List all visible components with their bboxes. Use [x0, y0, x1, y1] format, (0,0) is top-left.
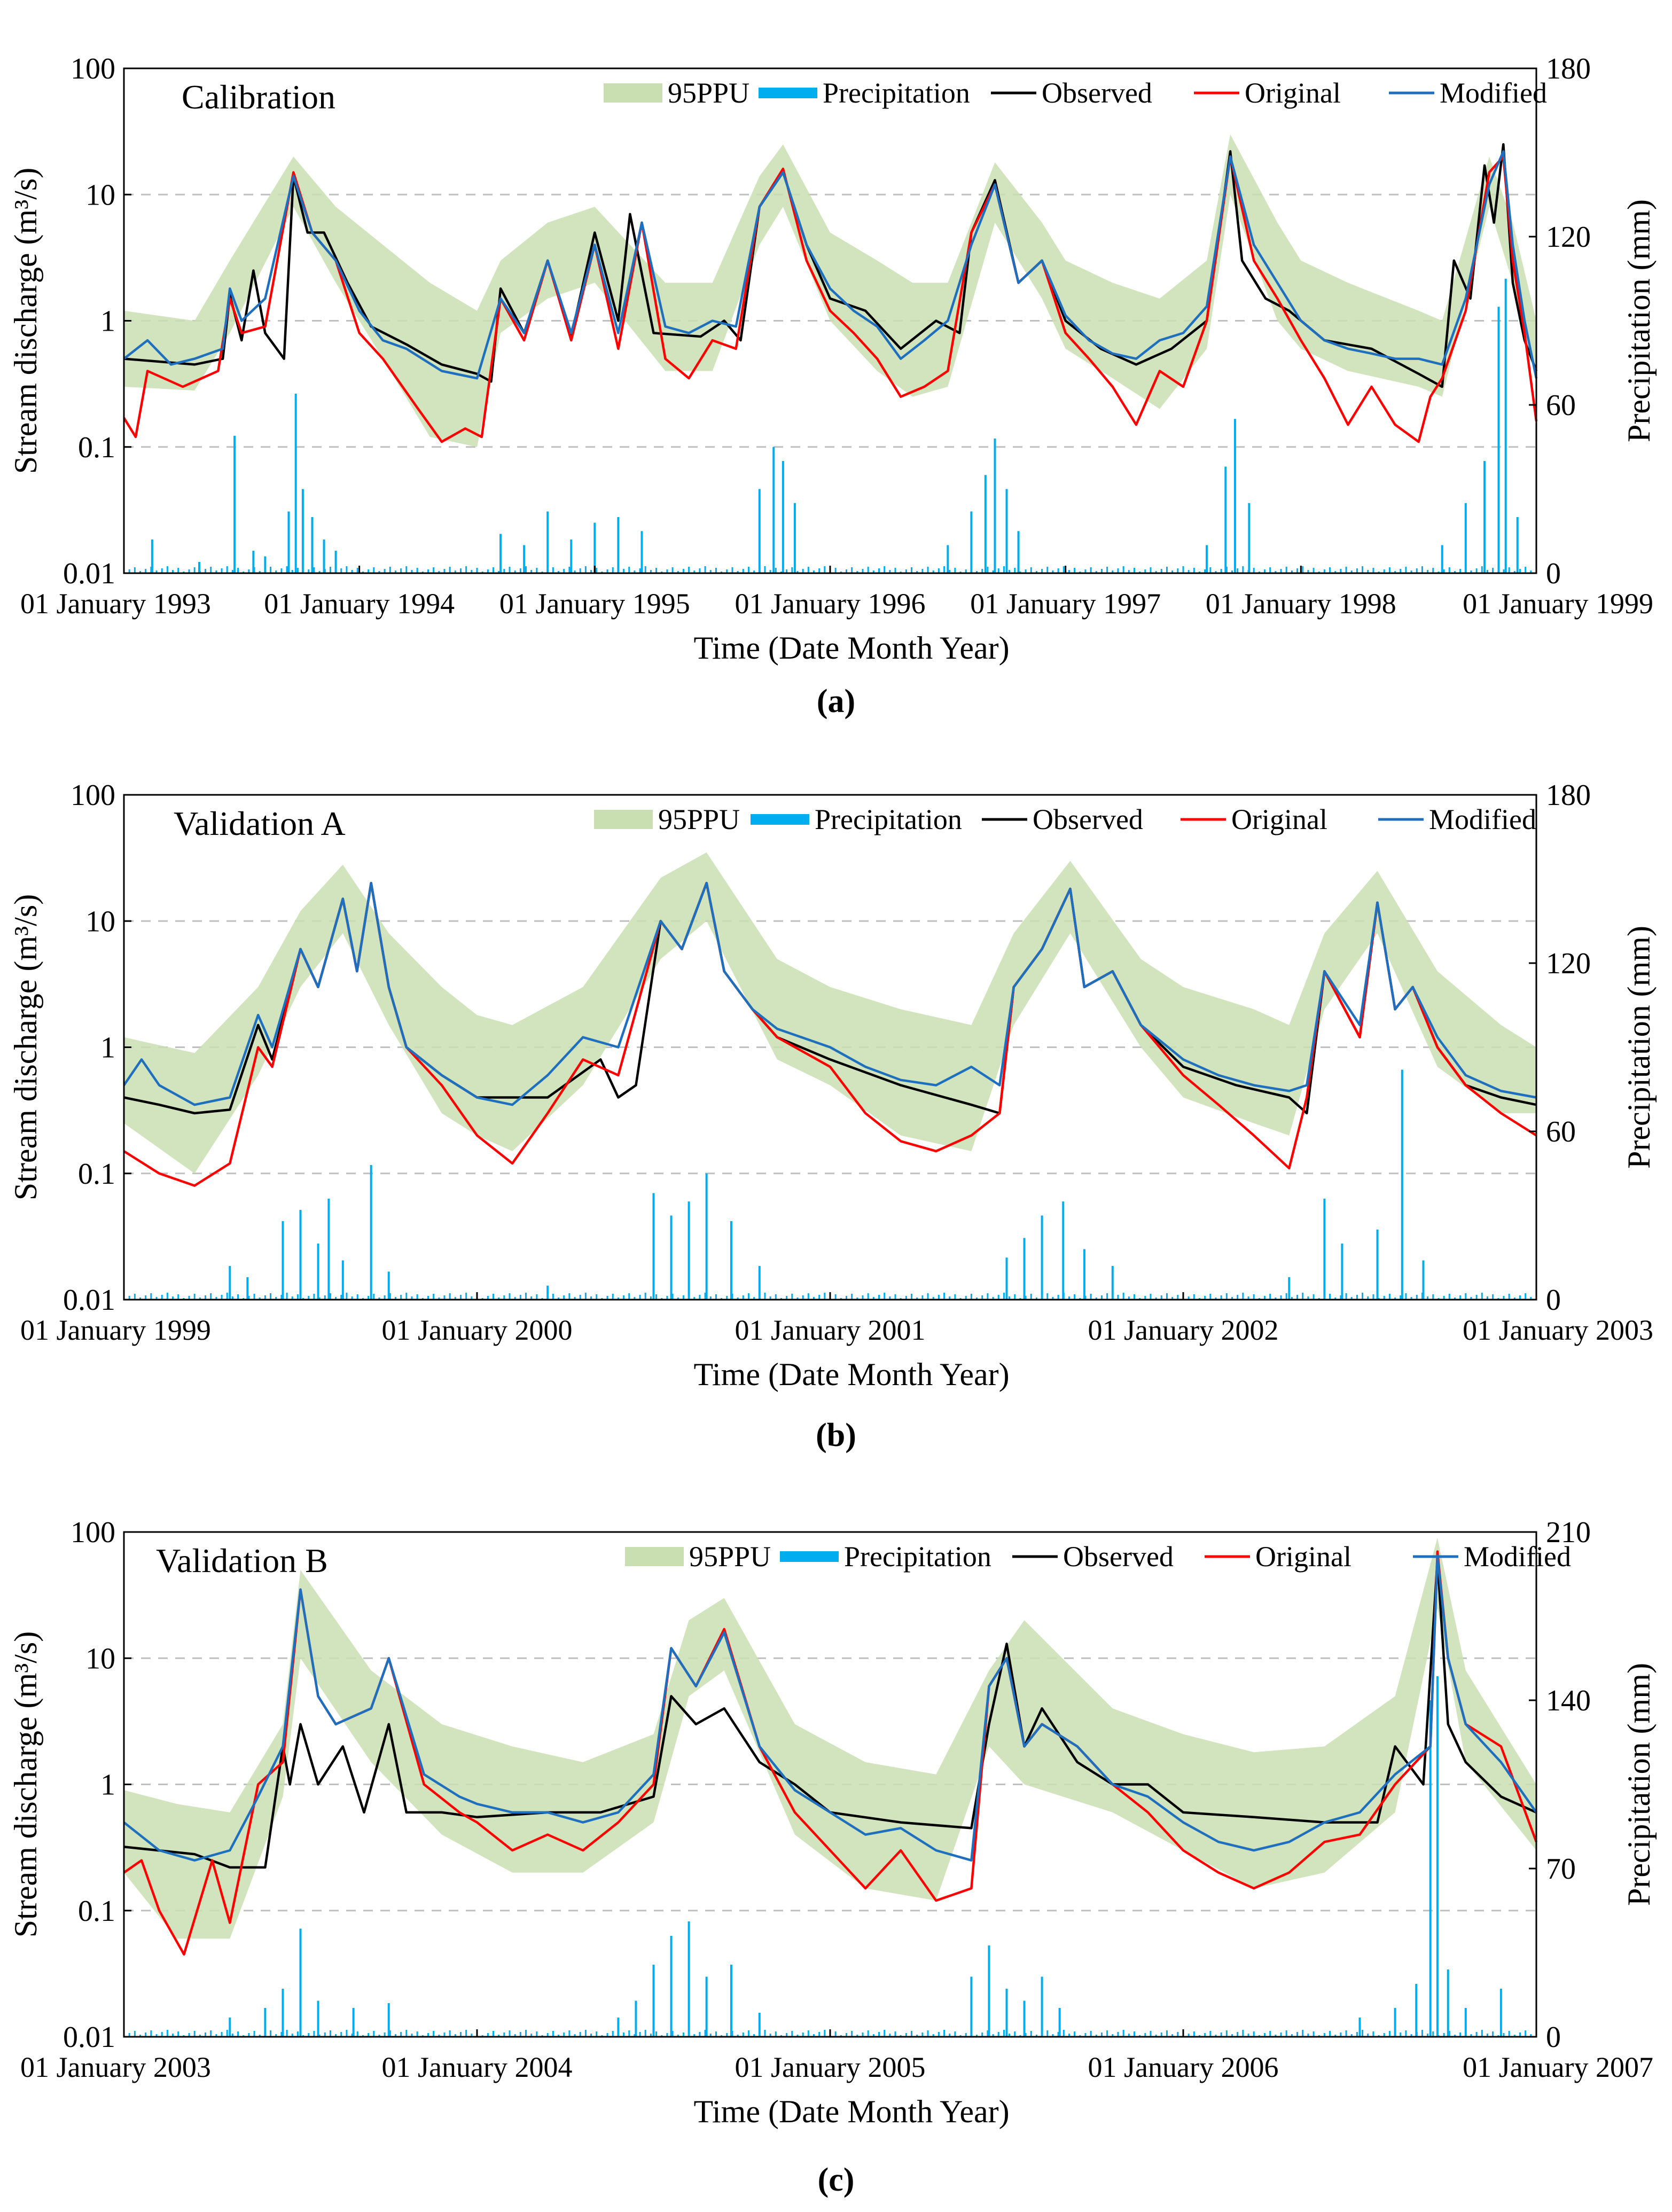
- x-tick-label: 01 January 2003: [20, 2051, 211, 2083]
- x-tick-label: 01 January 2002: [1088, 1314, 1279, 1346]
- y-tick-label-left: 1: [100, 1769, 115, 1802]
- legend-swatch-ppu: [594, 810, 653, 829]
- legend-label-observed: Observed: [1063, 1541, 1174, 1573]
- chart-panel-2: 0.01 0.1 1 10 100 0 60 120 180 01 January 1999 01 …: [8, 779, 1657, 1392]
- y-tick-label-right: 60: [1546, 1115, 1576, 1148]
- series-modified: [123, 1554, 1537, 1862]
- x-tick-label: 01 January 1998: [1206, 588, 1396, 620]
- legend-label-modified: Modified: [1429, 803, 1536, 835]
- series-modified: [123, 150, 1538, 380]
- y-tick-label-left: 1: [100, 1031, 115, 1065]
- x-tick-label: 01 January 2006: [1088, 2051, 1279, 2083]
- legend-label-observed: Observed: [1042, 77, 1152, 109]
- legend-swatch-precip: [780, 1551, 839, 1562]
- y-tick-label-right: 120: [1546, 221, 1591, 254]
- y-tick-label-right: 180: [1546, 779, 1591, 812]
- chart-panel-1: 0.01 0.1 1 10 100 0 60 120 180 01 January 1993 01 …: [8, 52, 1657, 666]
- y-axis-title-right: Precipitation (mm): [1621, 926, 1657, 1169]
- x-tick-label: 01 January 1995: [499, 588, 690, 620]
- y-axis-title-left: Stream discharge (m³/s): [8, 168, 43, 474]
- legend-swatch-precip: [759, 88, 817, 98]
- x-tick-label: 01 January 1993: [20, 588, 211, 620]
- x-tick-label: 01 January 1999: [1463, 588, 1653, 620]
- y-tick-label-left: 1: [100, 305, 115, 338]
- x-tick-label: 01 January 2004: [382, 2051, 573, 2083]
- legend-label-original: Original: [1231, 803, 1327, 835]
- legend-label-observed: Observed: [1033, 803, 1143, 835]
- legend-swatch-precip: [751, 814, 809, 825]
- ppu-band: [124, 1537, 1536, 1939]
- x-tick-label: 01 January 1997: [970, 588, 1161, 620]
- series-observed: [123, 1559, 1537, 1869]
- legend-label-precip: Precipitation: [823, 77, 970, 109]
- panel-title: Validation A: [174, 804, 346, 842]
- y-tick-label-left: 100: [71, 52, 115, 85]
- legend-label-precip: Precipitation: [815, 803, 962, 835]
- y-tick-label-left: 100: [71, 1516, 115, 1549]
- legend-swatch-ppu: [604, 83, 662, 103]
- legend: 95PPU Precipitation Observed Original Modifi…: [625, 1541, 1571, 1573]
- series-modified: [123, 881, 1537, 1106]
- x-tick-label: 01 January 2007: [1463, 2051, 1653, 2083]
- ppu-band: [124, 134, 1536, 447]
- subfigure-label-c: (c): [817, 2162, 855, 2198]
- legend: 95PPU Precipitation Observed Original Modifi…: [594, 803, 1536, 835]
- y-axis-title-right: Precipitation (mm): [1621, 199, 1657, 442]
- x-tick-label: 01 January 1994: [264, 588, 455, 620]
- y-axis-title-right: Precipitation (mm): [1621, 1663, 1657, 1906]
- y-tick-label-left: 10: [85, 178, 115, 212]
- y-tick-label-left: 0.01: [63, 557, 115, 590]
- y-tick-label-right: 210: [1546, 1516, 1591, 1549]
- legend-label-original: Original: [1255, 1541, 1351, 1573]
- x-tick-label: 01 January 2001: [735, 1314, 926, 1346]
- legend: 95PPU Precipitation Observed Original Modifi…: [604, 77, 1547, 109]
- y-tick-label-right: 140: [1546, 1684, 1591, 1717]
- panel-title: Validation B: [156, 1542, 328, 1580]
- x-tick-label: 01 January 2003: [1463, 1314, 1653, 1346]
- legend-label-ppu: 95PPU: [658, 803, 740, 835]
- y-tick-label-left: 0.1: [78, 1895, 115, 1928]
- x-tick-label: 01 January 1999: [20, 1314, 211, 1346]
- panel-title: Calibration: [182, 78, 335, 116]
- x-tick-label: 01 January 2005: [735, 2051, 926, 2083]
- y-tick-label-right: 70: [1546, 1853, 1576, 1886]
- y-axis-title-left: Stream discharge (m³/s): [8, 894, 43, 1200]
- x-axis-title: Time (Date Month Year): [693, 1357, 1009, 1392]
- series-original: [123, 155, 1538, 443]
- legend-label-original: Original: [1245, 77, 1341, 109]
- y-tick-label-right: 180: [1546, 52, 1591, 85]
- y-tick-label-left: 10: [85, 905, 115, 938]
- precipitation-bars: [123, 1069, 1537, 1300]
- y-tick-label-left: 0.01: [63, 1284, 115, 1317]
- legend-label-precip: Precipitation: [844, 1541, 991, 1573]
- y-tick-label-right: 60: [1546, 389, 1576, 422]
- legend-label-modified: Modified: [1464, 1541, 1571, 1573]
- x-axis-title: Time (Date Month Year): [693, 630, 1009, 666]
- y-tick-label-left: 100: [71, 779, 115, 812]
- legend-label-ppu: 95PPU: [668, 77, 749, 109]
- legend-swatch-ppu: [625, 1547, 684, 1566]
- subfigure-label-a: (a): [816, 683, 856, 720]
- y-tick-label-right: 0: [1546, 557, 1561, 590]
- y-tick-label-right: 120: [1546, 947, 1591, 980]
- subfigure-label-b: (b): [816, 1417, 856, 1453]
- ppu-band: [124, 852, 1536, 1174]
- legend-label-modified: Modified: [1440, 77, 1547, 109]
- x-tick-label: 01 January 2000: [382, 1314, 573, 1346]
- y-tick-label-right: 0: [1546, 1284, 1561, 1317]
- chart-panel-3: 0.01 0.1 1 10 100 0 70 140 210 01 January 2003 01 …: [8, 1516, 1657, 2129]
- legend-label-ppu: 95PPU: [689, 1541, 771, 1573]
- x-axis-title: Time (Date Month Year): [693, 2094, 1009, 2129]
- y-tick-label-left: 0.1: [78, 1158, 115, 1191]
- y-axis-title-left: Stream discharge (m³/s): [8, 1631, 43, 1937]
- x-tick-label: 01 January 1996: [735, 588, 926, 620]
- y-tick-label-left: 0.1: [78, 431, 115, 464]
- y-tick-label-left: 10: [85, 1642, 115, 1675]
- y-tick-label-right: 0: [1546, 2021, 1561, 2054]
- y-tick-label-left: 0.01: [63, 2021, 115, 2054]
